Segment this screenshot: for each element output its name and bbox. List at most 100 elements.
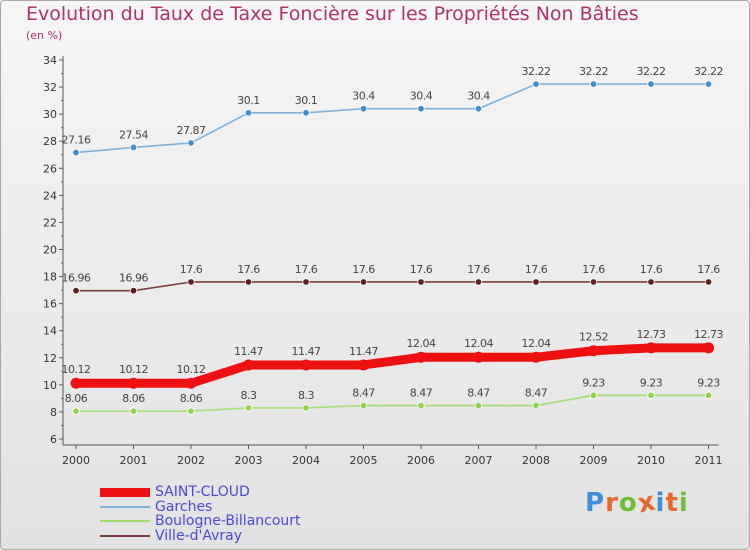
proxiti-logo: Proxiti xyxy=(585,486,689,519)
legend-item: Garches xyxy=(100,500,301,515)
data-point xyxy=(474,401,483,410)
x-tick-label: 2010 xyxy=(637,454,665,467)
data-point xyxy=(302,404,310,412)
data-point xyxy=(187,278,195,286)
data-label: 30.1 xyxy=(295,94,318,107)
data-point xyxy=(358,359,369,371)
data-label: 30.1 xyxy=(237,94,260,107)
y-tick-label: 34 xyxy=(43,54,57,67)
data-label: 12.04 xyxy=(522,337,551,350)
y-tick-label: 32 xyxy=(43,81,57,94)
data-point xyxy=(72,148,80,157)
legend-item: SAINT-CLOUD xyxy=(100,485,301,500)
data-label: 17.6 xyxy=(410,263,433,276)
data-point xyxy=(647,391,655,399)
data-point xyxy=(417,105,425,113)
data-label: 8.47 xyxy=(352,387,375,400)
data-label: 9.23 xyxy=(697,376,720,389)
data-point xyxy=(302,278,310,286)
data-point xyxy=(359,105,368,113)
x-tick-label: 2007 xyxy=(465,454,493,467)
data-label: 27.87 xyxy=(177,124,206,137)
data-point xyxy=(128,377,139,389)
data-label: 8.06 xyxy=(180,392,203,405)
data-label: 11.47 xyxy=(292,345,321,358)
data-point xyxy=(474,278,483,286)
x-tick-label: 2006 xyxy=(407,454,435,467)
y-tick-label: 14 xyxy=(43,325,57,338)
legend-item: Ville-d'Avray xyxy=(100,529,301,544)
data-point xyxy=(129,286,138,295)
data-point xyxy=(473,351,484,363)
y-tick-label: 18 xyxy=(43,271,57,284)
chart-title: Evolution du Taux de Taxe Foncière sur l… xyxy=(26,3,639,25)
data-label: 17.6 xyxy=(180,263,203,276)
data-label: 8.06 xyxy=(122,392,145,405)
data-label: 17.6 xyxy=(352,263,375,276)
data-point xyxy=(704,391,713,399)
data-label: 12.73 xyxy=(694,328,723,341)
data-point xyxy=(474,105,483,113)
series-line xyxy=(75,281,710,292)
data-label: 8.3 xyxy=(298,389,314,402)
data-point xyxy=(244,404,253,412)
data-point xyxy=(244,278,253,286)
series-line xyxy=(71,343,713,388)
data-label: 17.6 xyxy=(525,263,548,276)
data-label: 12.73 xyxy=(637,328,666,341)
legend-swatch xyxy=(100,534,150,537)
data-label: 32.22 xyxy=(694,65,723,78)
data-label: 30.4 xyxy=(352,90,375,103)
x-tick-label: 2002 xyxy=(177,454,205,467)
data-point xyxy=(129,143,138,152)
data-label: 17.6 xyxy=(237,263,260,276)
data-point xyxy=(243,359,254,371)
y-tick-label: 16 xyxy=(43,298,57,311)
data-label: 30.4 xyxy=(410,90,433,103)
x-tick-label: 2001 xyxy=(120,454,148,467)
data-label: 11.47 xyxy=(349,345,378,358)
data-label: 12.04 xyxy=(407,337,436,350)
data-label: 8.06 xyxy=(65,392,88,405)
x-tick-label: 2003 xyxy=(235,454,263,467)
data-label: 30.4 xyxy=(467,90,490,103)
y-tick-label: 10 xyxy=(43,379,57,392)
data-point xyxy=(359,278,368,286)
data-point xyxy=(417,278,425,286)
x-tick-label: 2004 xyxy=(292,454,320,467)
legend-label: Boulogne-Billancourt xyxy=(155,513,301,529)
y-tick-label: 6 xyxy=(50,433,57,446)
legend-label: SAINT-CLOUD xyxy=(155,484,250,500)
x-tick-label: 2005 xyxy=(350,454,378,467)
data-label: 10.12 xyxy=(177,363,206,376)
data-label: 17.6 xyxy=(640,263,663,276)
data-point xyxy=(359,401,368,410)
y-tick-label: 22 xyxy=(43,216,57,229)
data-label: 10.12 xyxy=(119,363,148,376)
data-label: 9.23 xyxy=(640,376,663,389)
data-label: 12.04 xyxy=(464,337,493,350)
data-point xyxy=(72,407,80,415)
data-label: 16.96 xyxy=(119,272,148,285)
legend-label: Garches xyxy=(155,498,213,515)
data-label: 8.47 xyxy=(467,387,490,400)
legend-swatch xyxy=(100,505,150,508)
logo-letter: i xyxy=(655,488,666,518)
data-point xyxy=(300,359,312,371)
data-point xyxy=(532,278,540,286)
data-label: 8.47 xyxy=(410,387,433,400)
data-point xyxy=(415,351,427,363)
data-point xyxy=(647,278,655,286)
data-label: 17.6 xyxy=(295,263,318,276)
data-label: 17.6 xyxy=(467,263,490,276)
data-point xyxy=(129,407,138,415)
data-point xyxy=(532,80,540,88)
y-tick-label: 26 xyxy=(43,162,57,175)
data-point xyxy=(704,278,713,286)
data-point xyxy=(589,278,598,286)
data-point xyxy=(70,377,82,389)
data-point xyxy=(589,80,598,88)
data-point xyxy=(647,80,655,88)
